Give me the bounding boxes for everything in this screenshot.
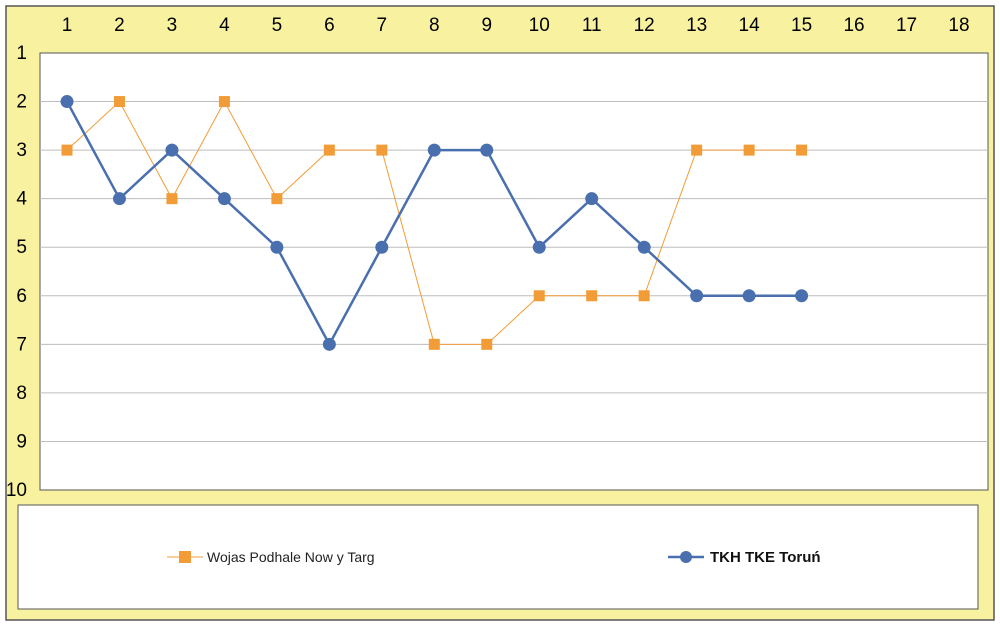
data-point [271, 193, 283, 205]
y-tick-label: 3 [16, 140, 27, 161]
legend-label-tkh: TKH TKE Toruń [710, 549, 821, 566]
legend-box [17, 504, 979, 610]
data-point [533, 290, 545, 302]
x-tick-label: 11 [582, 15, 602, 36]
data-point [113, 96, 125, 108]
data-point [270, 240, 284, 254]
y-tick-label: 10 [6, 480, 27, 501]
x-tick-label: 7 [377, 15, 388, 36]
x-tick-label: 8 [429, 15, 440, 36]
data-point [165, 143, 179, 157]
data-point [691, 144, 703, 156]
data-point [376, 144, 388, 156]
y-tick-label: 5 [16, 237, 27, 258]
y-tick-label: 9 [16, 431, 27, 452]
data-point [637, 240, 651, 254]
y-tick-label: 2 [16, 92, 27, 113]
data-point [112, 192, 126, 206]
series-layer [60, 95, 809, 351]
series-wojas [61, 96, 808, 350]
x-tick-label: 6 [324, 15, 335, 36]
x-axis-ticks: 1 2 3 4 5 6 7 8 9 10 11 12 13 14 15 16 17 18 [62, 15, 970, 36]
data-point [428, 338, 440, 350]
y-tick-label: 6 [16, 286, 27, 307]
y-tick-label: 4 [16, 189, 27, 210]
data-point [323, 144, 335, 156]
data-point [166, 193, 178, 205]
x-tick-label: 4 [219, 15, 230, 36]
data-point [795, 289, 809, 303]
data-point [218, 96, 230, 108]
data-point [742, 289, 756, 303]
data-point [427, 143, 441, 157]
x-tick-label: 18 [948, 15, 969, 36]
data-point [322, 337, 336, 351]
data-point [481, 338, 493, 350]
x-tick-label: 1 [62, 15, 73, 36]
data-point [796, 144, 808, 156]
data-point [743, 144, 755, 156]
plot-area [39, 52, 989, 491]
x-tick-label: 17 [896, 15, 917, 36]
x-tick-label: 10 [529, 15, 550, 36]
legend-marker-circle [680, 551, 692, 563]
x-tick-label: 16 [843, 15, 864, 36]
data-point [690, 289, 704, 303]
x-tick-label: 5 [272, 15, 283, 36]
x-tick-label: 13 [686, 15, 707, 36]
x-tick-label: 12 [634, 15, 655, 36]
legend-entry-wojas: Wojas Podhale Now y Targ [167, 549, 375, 565]
x-tick-label: 3 [167, 15, 178, 36]
legend-entry-tkh: TKH TKE Toruń [668, 549, 821, 566]
data-point [638, 290, 650, 302]
x-tick-label: 9 [481, 15, 492, 36]
data-point [480, 143, 494, 157]
y-axis-ticks: 1 2 3 4 5 6 7 8 9 10 [6, 43, 28, 501]
x-tick-label: 2 [114, 15, 125, 36]
x-tick-label: 15 [791, 15, 812, 36]
legend-marker-square [179, 551, 191, 563]
data-point [532, 240, 546, 254]
y-tick-label: 7 [16, 334, 27, 355]
y-tick-label: 1 [16, 43, 27, 64]
series-tkh [60, 95, 809, 351]
x-tick-label: 14 [739, 15, 761, 36]
y-tick-label: 8 [16, 383, 27, 404]
data-point [60, 95, 74, 109]
data-point [585, 192, 599, 206]
data-point [375, 240, 389, 254]
legend-label-wojas: Wojas Podhale Now y Targ [207, 549, 375, 565]
data-point [217, 192, 231, 206]
data-point [61, 144, 73, 156]
data-point [586, 290, 598, 302]
